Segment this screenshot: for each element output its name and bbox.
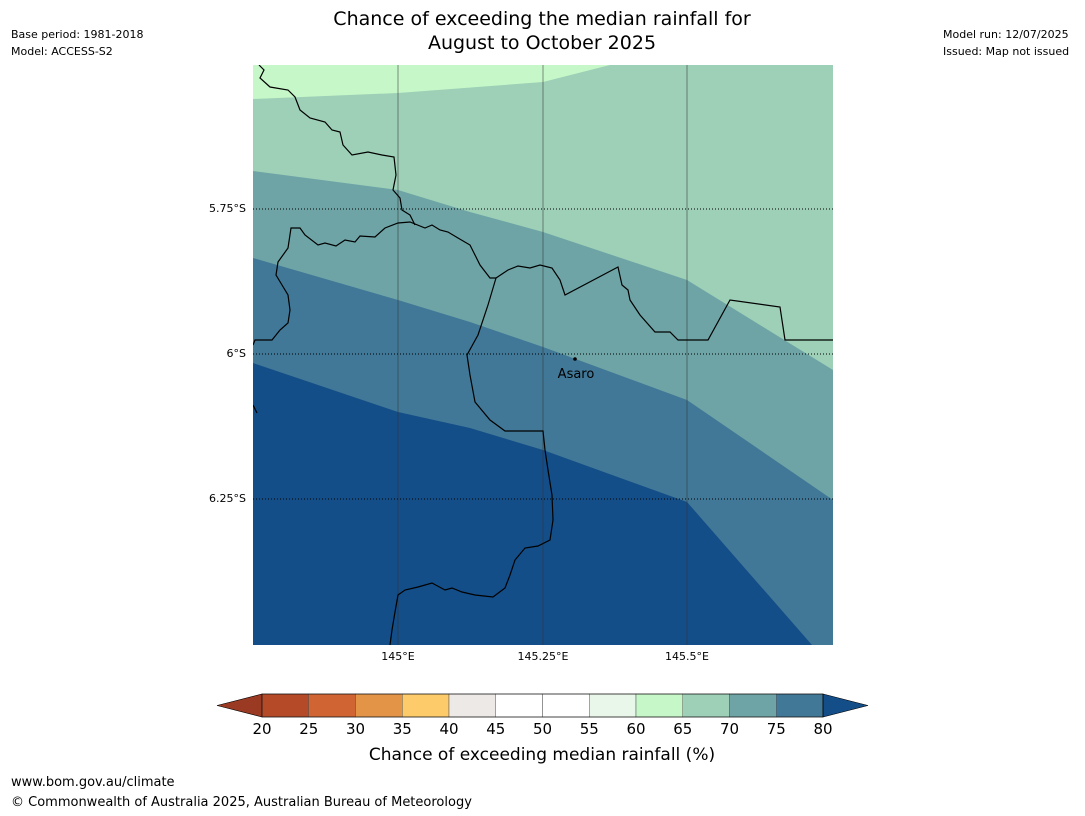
map-title: Chance of exceeding the median rainfall … [242, 7, 842, 55]
colorbar-tick-75: 75 [766, 720, 786, 738]
graticule-lon [397, 65, 688, 645]
province-boundaries [253, 65, 833, 645]
issued-text: Issued: Map not issued [943, 45, 1070, 58]
meta-left: Base period: 1981-2018 Model: ACCESS-S2 [11, 26, 143, 60]
colorbar-tick-60: 60 [626, 720, 646, 738]
lon-tick-145-5e: 145.5°E [665, 650, 709, 663]
lon-tick-145e: 145°E [381, 650, 415, 663]
model-run-text: Model run: 12/07/2025 [943, 28, 1069, 41]
colorbar-tick-80: 80 [813, 720, 833, 738]
model-text: Model: ACCESS-S2 [11, 45, 113, 58]
asaro-label: Asaro [558, 367, 595, 382]
colorbar-tick-40: 40 [439, 720, 459, 738]
colorbar-tick-30: 30 [345, 720, 366, 738]
colorbar-tick-55: 55 [579, 720, 599, 738]
footer-url[interactable]: www.bom.gov.au/climate [11, 775, 175, 790]
title-line-1: Chance of exceeding the median rainfall … [333, 8, 751, 30]
colorbar-tick-45: 45 [486, 720, 506, 738]
colorbar-tick-50: 50 [532, 720, 553, 738]
footer-copyright: © Commonwealth of Australia 2025, Austra… [11, 795, 472, 810]
base-period-text: Base period: 1981-2018 [11, 28, 144, 41]
lat-tick-5-75s: 5.75°S [209, 202, 246, 215]
colorbar-tick-65: 65 [673, 720, 693, 738]
colorbar-tick-35: 35 [392, 720, 412, 738]
asaro-marker [573, 357, 577, 361]
lon-tick-145-25e: 145.25°E [517, 650, 569, 663]
graticule-lat [253, 208, 833, 500]
rainfall-map: Asaro [253, 65, 833, 645]
meta-right: Model run: 12/07/2025 Issued: Map not is… [943, 26, 1069, 60]
colorbar-tick-25: 25 [299, 720, 319, 738]
lat-tick-6-25s: 6.25°S [209, 492, 246, 505]
colorbar-tick-70: 70 [719, 720, 740, 738]
colorbar-tick-20: 20 [252, 720, 272, 738]
band-above-80 [253, 363, 812, 645]
title-line-2: August to October 2025 [427, 32, 657, 54]
lat-tick-6s: 6°S [226, 347, 246, 360]
colorbar-label: Chance of exceeding median rainfall (%) [368, 745, 716, 765]
